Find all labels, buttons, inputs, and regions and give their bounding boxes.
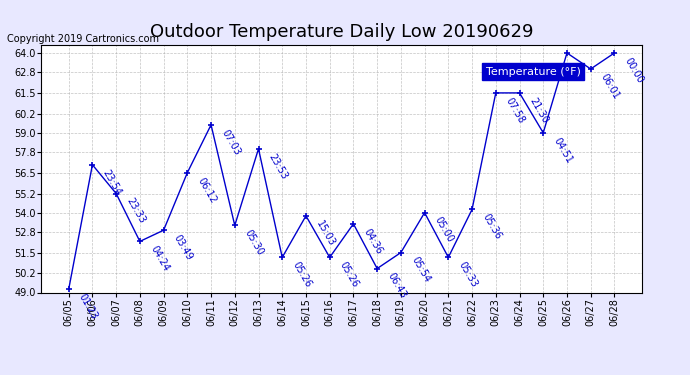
Text: 15:03: 15:03 <box>314 219 337 248</box>
Text: 01:23: 01:23 <box>77 292 99 321</box>
Text: 23:33: 23:33 <box>124 196 147 225</box>
Title: Outdoor Temperature Daily Low 20190629: Outdoor Temperature Daily Low 20190629 <box>150 22 533 40</box>
Text: 03:49: 03:49 <box>172 233 195 262</box>
Text: 05:26: 05:26 <box>290 260 313 290</box>
Text: 07:58: 07:58 <box>504 96 526 125</box>
Text: Copyright 2019 Cartronics.com: Copyright 2019 Cartronics.com <box>7 34 159 44</box>
Text: 04:24: 04:24 <box>148 244 171 273</box>
Text: 00:00: 00:00 <box>623 56 645 85</box>
Text: 05:00: 05:00 <box>433 216 455 244</box>
Text: 23:54: 23:54 <box>101 168 124 197</box>
Text: 07:03: 07:03 <box>219 128 242 157</box>
Text: 04:36: 04:36 <box>362 226 384 256</box>
Text: 05:26: 05:26 <box>338 260 361 290</box>
Text: 06:01: 06:01 <box>599 72 622 101</box>
Text: 05:33: 05:33 <box>457 260 480 289</box>
Text: 05:36: 05:36 <box>480 212 503 242</box>
Text: 05:54: 05:54 <box>409 255 432 285</box>
Text: 23:53: 23:53 <box>267 152 290 181</box>
Text: 21:30: 21:30 <box>528 96 551 125</box>
Text: Temperature (°F): Temperature (°F) <box>486 67 580 77</box>
Text: 06:43: 06:43 <box>386 272 408 300</box>
Text: 04:51: 04:51 <box>551 136 574 165</box>
Text: 05:30: 05:30 <box>243 228 266 257</box>
Text: 06:12: 06:12 <box>196 176 218 205</box>
